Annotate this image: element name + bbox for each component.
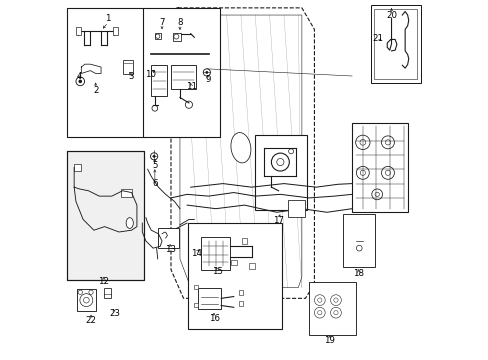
Text: 8: 8 [177, 18, 183, 27]
Bar [351, 123, 407, 212]
Bar [76, 27, 81, 36]
Text: 21: 21 [372, 34, 383, 43]
Bar [343, 214, 375, 267]
Bar [193, 285, 198, 289]
Bar [255, 135, 306, 211]
Text: 2: 2 [93, 86, 98, 95]
Text: 10: 10 [145, 70, 156, 79]
Bar [74, 164, 81, 171]
Bar [172, 33, 180, 41]
Text: 20: 20 [385, 10, 396, 19]
Bar [67, 151, 144, 280]
Text: 13: 13 [165, 246, 176, 255]
Text: 15: 15 [212, 267, 223, 276]
Bar [158, 228, 179, 248]
Bar [230, 260, 236, 265]
Ellipse shape [230, 132, 250, 163]
Text: 7: 7 [159, 18, 164, 27]
Bar [143, 8, 220, 137]
Text: 18: 18 [352, 269, 363, 278]
Ellipse shape [126, 218, 133, 228]
Bar [201, 237, 230, 270]
Bar [187, 223, 281, 329]
Bar [104, 288, 111, 298]
Text: 16: 16 [208, 314, 219, 323]
Bar [198, 288, 221, 309]
Circle shape [152, 155, 155, 158]
Bar [308, 282, 355, 335]
Text: 19: 19 [324, 336, 335, 345]
Text: 9: 9 [205, 75, 211, 84]
Text: 4: 4 [76, 72, 81, 81]
Bar [373, 9, 416, 79]
Text: 5: 5 [152, 161, 157, 170]
Text: 17: 17 [272, 216, 284, 225]
Text: 14: 14 [190, 249, 201, 258]
Bar [67, 151, 144, 280]
Bar [122, 60, 133, 74]
Text: 22: 22 [85, 316, 96, 325]
Bar [113, 27, 118, 36]
Bar [121, 189, 131, 197]
Text: 1: 1 [105, 14, 111, 23]
Text: 11: 11 [185, 82, 197, 91]
Text: 6: 6 [152, 179, 157, 188]
Text: 3: 3 [128, 72, 134, 81]
Bar [77, 289, 96, 311]
Bar [239, 301, 243, 306]
Bar [151, 65, 167, 96]
Bar [193, 303, 198, 307]
Bar [370, 5, 420, 83]
Bar [155, 33, 160, 40]
Bar [241, 238, 247, 244]
Bar [171, 65, 196, 89]
Circle shape [78, 80, 82, 83]
Text: 23: 23 [109, 309, 120, 318]
Text: 12: 12 [98, 276, 109, 285]
Bar [239, 291, 243, 295]
Bar [287, 201, 305, 217]
Bar [67, 8, 144, 137]
Circle shape [205, 71, 208, 74]
Bar [248, 263, 254, 269]
